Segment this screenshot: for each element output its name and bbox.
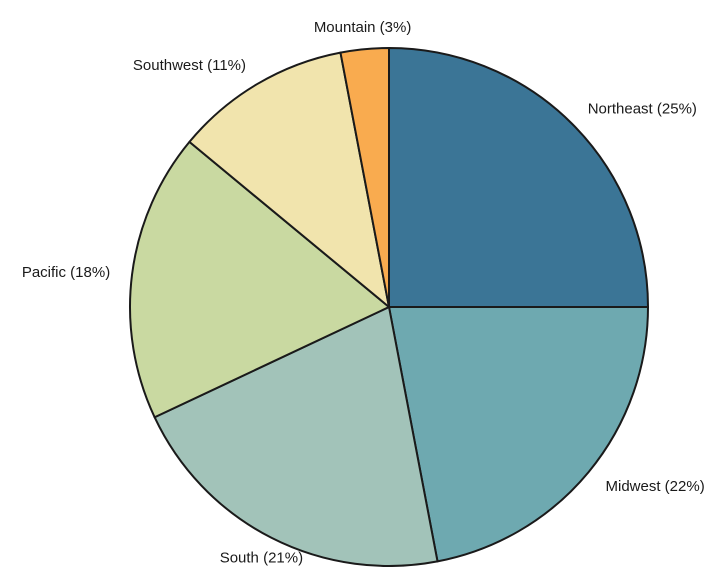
slices-layer <box>129 47 649 567</box>
pie-slice-southwest <box>188 51 390 308</box>
slice-label-pacific: Pacific (18%) <box>22 264 110 281</box>
slice-label-midwest: Midwest (22%) <box>606 478 705 495</box>
labels-layer: Northeast (25%) Midwest (22%) South (21%) P… <box>22 19 705 566</box>
pie-slice-midwest <box>388 306 649 563</box>
slice-label-mountain: Mountain (3%) <box>314 19 412 36</box>
pie-slice-pacific <box>129 140 390 419</box>
slice-label-southwest: Southwest (11%) <box>133 57 246 74</box>
slice-label-northeast: Northeast (25%) <box>588 100 697 117</box>
pie-slice-south <box>153 306 439 567</box>
pie-slice-northeast <box>388 47 649 308</box>
slice-label-south: South (21%) <box>220 549 303 566</box>
pie-slice-mountain <box>339 47 390 308</box>
